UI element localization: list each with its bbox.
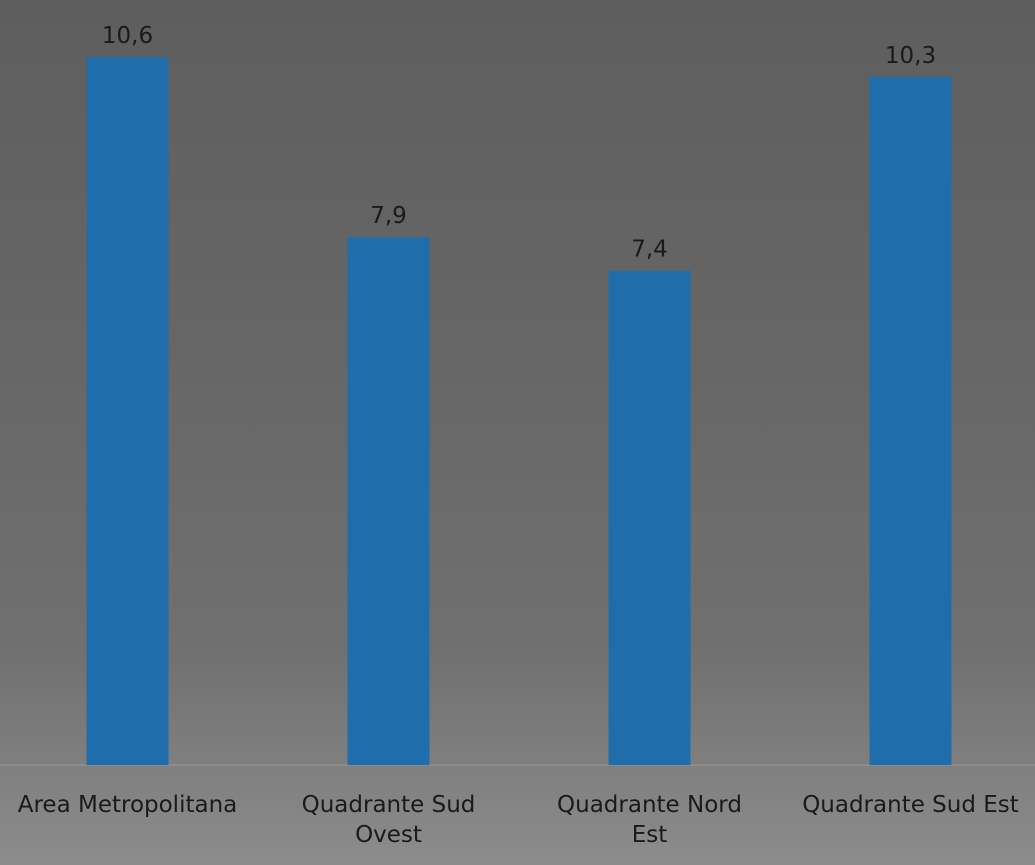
value-label: 7,9 [370,203,407,229]
x-tick-label: Quadrante Sud Ovest [301,792,476,848]
bar [347,237,430,765]
x-tick-label: Area Metropolitana [17,792,238,818]
x-tick-label: Quadrante Sud Est [802,792,1019,818]
bar [869,76,952,766]
value-label: 10,3 [885,43,936,69]
value-label: 7,4 [631,237,668,263]
bar [86,56,169,765]
value-label: 10,6 [102,23,153,49]
x-tick-label: Quadrante Nord Est [557,792,742,848]
bar [608,270,691,765]
